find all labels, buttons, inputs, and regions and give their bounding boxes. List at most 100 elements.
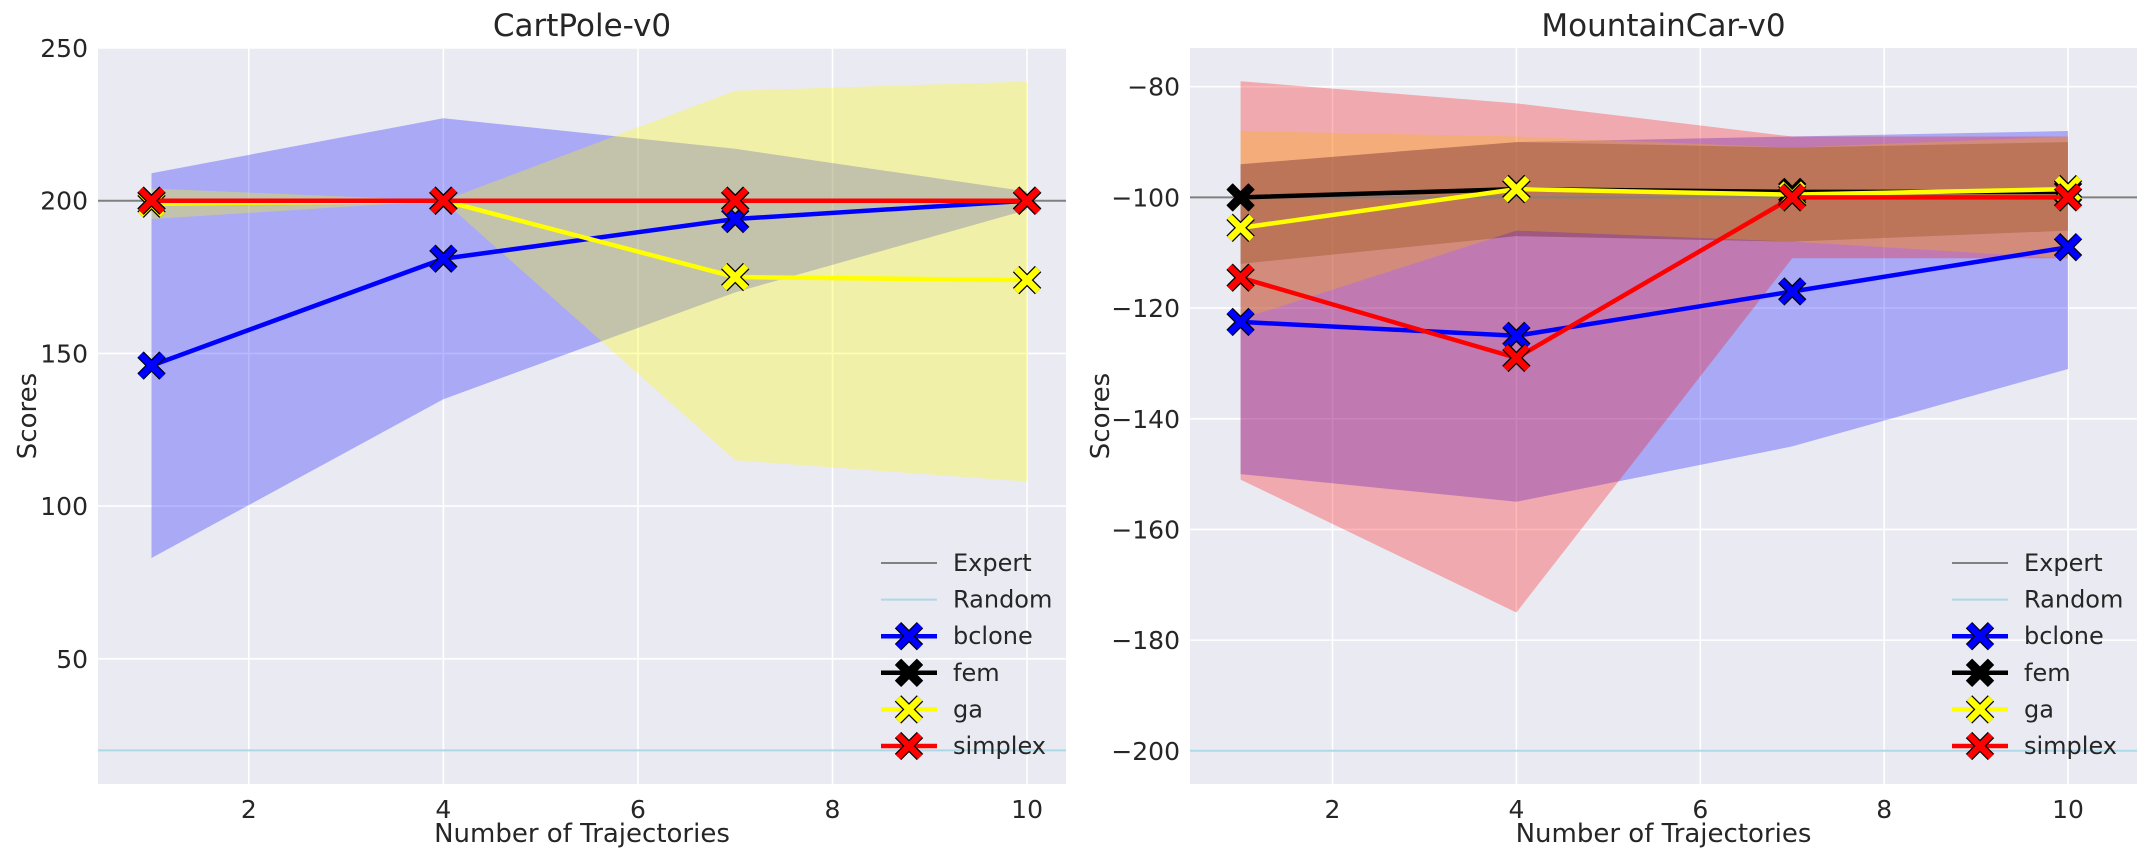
- legend-marker-simplex: [1965, 731, 1995, 761]
- band-ga: [1240, 131, 2069, 320]
- legend-item-ga: ga: [881, 695, 983, 724]
- plot-area: [1190, 48, 2137, 784]
- x-tick-label: 10: [1011, 795, 1043, 824]
- data-point-ga-fill: [1013, 266, 1041, 294]
- data-point-simplex-fill: [1503, 344, 1530, 372]
- x-tick-label: 6: [1692, 795, 1708, 824]
- y-tick-label: −100: [1111, 183, 1180, 212]
- data-point-simplex: [137, 186, 166, 215]
- data-point-simplex-fill: [1227, 264, 1254, 291]
- data-point-simplex: [1778, 183, 1807, 212]
- x-axis-label: Number of Trajectories: [434, 819, 730, 849]
- x-tick-label: 6: [630, 795, 646, 824]
- legend: Expert Random bclone fem ga simplex: [1952, 549, 2123, 761]
- data-point-ga: [1012, 265, 1042, 295]
- y-tick-label: 150: [40, 339, 88, 368]
- legend-label-simplex: simplex: [2024, 732, 2117, 760]
- x-tick-label: 2: [1325, 795, 1341, 824]
- y-tick-label: −120: [1111, 294, 1180, 323]
- legend-marker-ga: [1965, 695, 1995, 724]
- series-line-bclone: [1240, 244, 2069, 339]
- band-fem: [1240, 142, 2069, 264]
- x-tick-label: 8: [825, 795, 841, 824]
- data-point-simplex-fill: [1778, 184, 1806, 211]
- data-point-bclone-fill: [2054, 233, 2082, 261]
- data-point-bclone-fill: [430, 245, 457, 273]
- legend-item-bclone: bclone: [881, 622, 1033, 651]
- legend-marker-ga: [894, 695, 924, 724]
- data-point-ga-fill: [1503, 175, 1530, 203]
- x-tick-label: 2: [241, 795, 257, 824]
- legend-marker-fem-fill: [1966, 659, 1994, 687]
- y-tick-label: 250: [40, 34, 88, 63]
- y-tick-label: −80: [1127, 73, 1180, 102]
- legend-label-random: Random: [2024, 586, 2123, 614]
- data-point-simplex-fill: [1013, 187, 1041, 214]
- x-tick-label: 8: [1876, 795, 1892, 824]
- y-tick-label: −160: [1111, 515, 1180, 544]
- data-point-bclone: [1226, 307, 1255, 337]
- y-tick-label: 50: [56, 645, 88, 674]
- data-point-bclone: [2053, 233, 2083, 262]
- legend-item-random: Random: [881, 586, 1052, 614]
- legend-item-random: Random: [1952, 586, 2123, 614]
- legend-marker-bclone: [1965, 622, 1995, 651]
- data-point-simplex: [1226, 263, 1255, 292]
- data-point-fem-fill: [1227, 184, 1254, 211]
- legend-marker-ga-fill: [1966, 696, 1994, 723]
- legend-label-fem: fem: [2024, 659, 2071, 687]
- data-point-ga-fill: [721, 263, 749, 291]
- legend-marker-fem-fill: [895, 659, 923, 687]
- data-point-simplex-fill: [430, 187, 457, 214]
- legend-item-expert: Expert: [881, 549, 1032, 577]
- series-line-simplex: [1239, 195, 2069, 361]
- data-point-bclone: [1502, 321, 1531, 350]
- y-axis-label: Scores: [1086, 373, 1116, 459]
- data-point-bclone-fill: [1778, 278, 1806, 305]
- legend-marker-simplex-fill: [895, 732, 923, 760]
- y-axis-label: Scores: [13, 373, 43, 459]
- legend-item-ga: ga: [1952, 695, 2054, 724]
- data-point-simplex: [2053, 183, 2083, 212]
- data-point-bclone-fill: [1227, 308, 1254, 336]
- x-tick-label: 4: [435, 795, 451, 824]
- legend-marker-simplex-fill: [1966, 732, 1994, 760]
- data-point-simplex: [429, 186, 458, 215]
- data-point-ga-fill: [1227, 214, 1254, 242]
- legend-marker-fem: [1965, 658, 1995, 687]
- legend-marker-bclone: [894, 622, 924, 651]
- y-tick-label: −180: [1111, 626, 1180, 655]
- legend-item-simplex: simplex: [1952, 731, 2117, 761]
- legend-item-fem: fem: [1952, 658, 2071, 687]
- data-point-bclone-fill: [138, 352, 165, 379]
- chart-panel-cartpole: 2 4 6 8 10 50 100 150 200 250 CartPole-v0 Number of…: [13, 8, 1066, 849]
- legend-label-expert: Expert: [953, 549, 1032, 577]
- legend-label-ga: ga: [953, 695, 983, 723]
- legend-label-fem: fem: [953, 659, 1000, 687]
- series-line-ga: [1240, 186, 2069, 231]
- data-point-ga: [721, 262, 750, 292]
- data-point-simplex-fill: [721, 187, 749, 214]
- legend-label-ga: ga: [2024, 695, 2054, 723]
- legend-item-fem: fem: [881, 658, 1000, 687]
- legend-label-expert: Expert: [2024, 549, 2103, 577]
- legend-item-simplex: simplex: [881, 731, 1046, 761]
- legend-label-bclone: bclone: [953, 622, 1033, 650]
- data-point-fem: [1226, 183, 1255, 212]
- legend-label-bclone: bclone: [2024, 622, 2104, 650]
- legend-label-simplex: simplex: [953, 732, 1046, 760]
- y-tick-label: −200: [1111, 737, 1180, 766]
- data-point-ga: [1502, 174, 1531, 204]
- band-ga: [151, 81, 1028, 482]
- legend-marker-simplex: [894, 731, 924, 761]
- legend-marker-fem: [894, 658, 924, 687]
- legend-item-expert: Expert: [1952, 549, 2103, 577]
- legend-item-bclone: bclone: [1952, 622, 2104, 651]
- legend-label-random: Random: [953, 586, 1052, 614]
- x-tick-label: 10: [2052, 795, 2084, 824]
- y-tick-label: 200: [40, 187, 88, 216]
- chart-panel-mountaincar: 2 4 6 8 10 −80 −100 −120 −140 −160 −180 −200 Mountai…: [1086, 8, 2137, 849]
- plot-area: [98, 48, 1066, 784]
- chart-title: CartPole-v0: [493, 8, 671, 44]
